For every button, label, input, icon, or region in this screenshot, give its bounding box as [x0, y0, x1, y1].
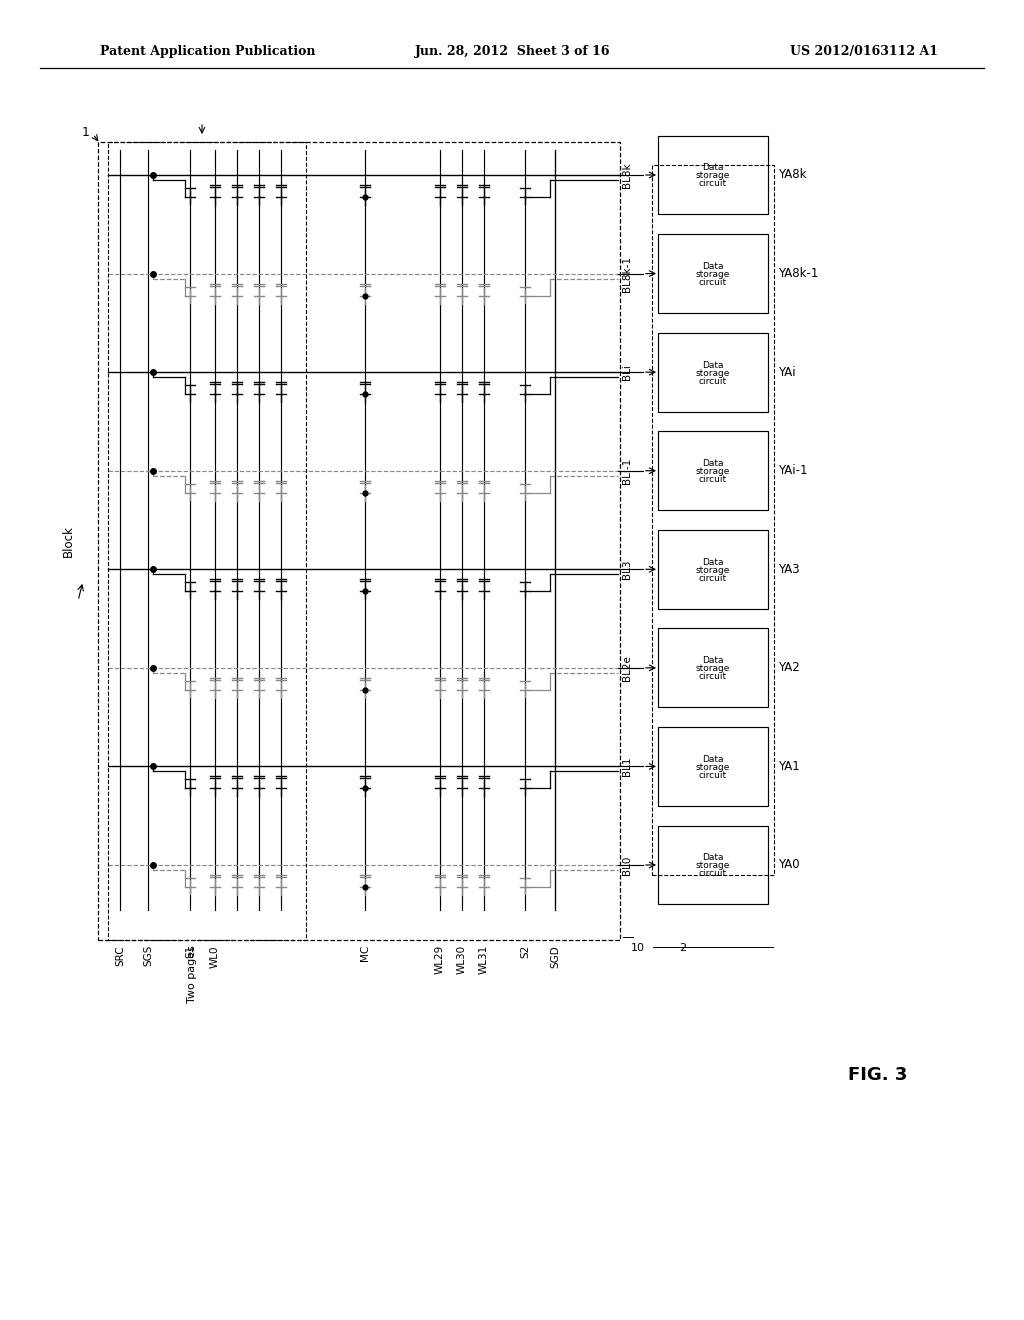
Text: circuit: circuit [699, 771, 727, 780]
Text: circuit: circuit [699, 475, 727, 484]
Text: YA0: YA0 [778, 858, 800, 871]
Text: BLi-1: BLi-1 [622, 458, 632, 484]
Text: storage: storage [696, 271, 730, 279]
Text: YA8k: YA8k [778, 169, 807, 181]
Text: storage: storage [696, 664, 730, 673]
Text: circuit: circuit [699, 672, 727, 681]
Text: BLi: BLi [622, 364, 632, 380]
Text: storage: storage [696, 368, 730, 378]
Text: WL31: WL31 [479, 945, 489, 974]
Text: circuit: circuit [699, 180, 727, 189]
Text: YAi: YAi [778, 366, 796, 379]
Text: WL29: WL29 [435, 945, 445, 974]
Text: WL30: WL30 [457, 945, 467, 974]
Text: MC: MC [360, 945, 370, 961]
Text: circuit: circuit [699, 279, 727, 286]
Text: YA3: YA3 [778, 562, 800, 576]
Text: FIG. 3: FIG. 3 [848, 1067, 907, 1084]
Text: circuit: circuit [699, 574, 727, 583]
Text: Data: Data [702, 558, 724, 566]
Text: BL8k: BL8k [622, 162, 632, 187]
Text: Data: Data [702, 854, 724, 862]
Text: Data: Data [702, 164, 724, 173]
Text: Data: Data [702, 755, 724, 764]
Text: WL0: WL0 [210, 945, 220, 968]
Text: US 2012/0163112 A1: US 2012/0163112 A1 [790, 45, 938, 58]
Text: Jun. 28, 2012  Sheet 3 of 16: Jun. 28, 2012 Sheet 3 of 16 [415, 45, 610, 58]
Text: Data: Data [702, 360, 724, 370]
Text: SGS: SGS [143, 945, 153, 966]
Text: Patent Application Publication: Patent Application Publication [100, 45, 315, 58]
Text: SGD: SGD [550, 945, 560, 968]
Text: YA2: YA2 [778, 661, 800, 675]
Text: BL1: BL1 [622, 756, 632, 776]
Text: storage: storage [696, 467, 730, 477]
Text: storage: storage [696, 862, 730, 870]
Text: S2: S2 [520, 945, 530, 958]
Text: Block: Block [61, 525, 75, 557]
Text: BL0: BL0 [622, 855, 632, 875]
Text: Data: Data [702, 656, 724, 665]
Text: storage: storage [696, 172, 730, 181]
Text: storage: storage [696, 566, 730, 574]
Text: YA1: YA1 [778, 760, 800, 774]
Text: storage: storage [696, 763, 730, 772]
Text: YA8k-1: YA8k-1 [778, 267, 818, 280]
Text: Data: Data [702, 459, 724, 469]
Text: 10: 10 [631, 942, 645, 953]
Text: Two pages: Two pages [187, 945, 197, 1003]
Text: circuit: circuit [699, 376, 727, 385]
Text: BL8k-1: BL8k-1 [622, 256, 632, 292]
Text: BL2e: BL2e [622, 655, 632, 681]
Text: BL3: BL3 [622, 560, 632, 579]
Text: circuit: circuit [699, 870, 727, 879]
Text: SRC: SRC [115, 945, 125, 966]
Text: 1: 1 [82, 125, 90, 139]
Text: Data: Data [702, 263, 724, 271]
Text: S1: S1 [185, 945, 195, 958]
Text: 2: 2 [680, 942, 686, 953]
Text: YAi-1: YAi-1 [778, 465, 808, 478]
